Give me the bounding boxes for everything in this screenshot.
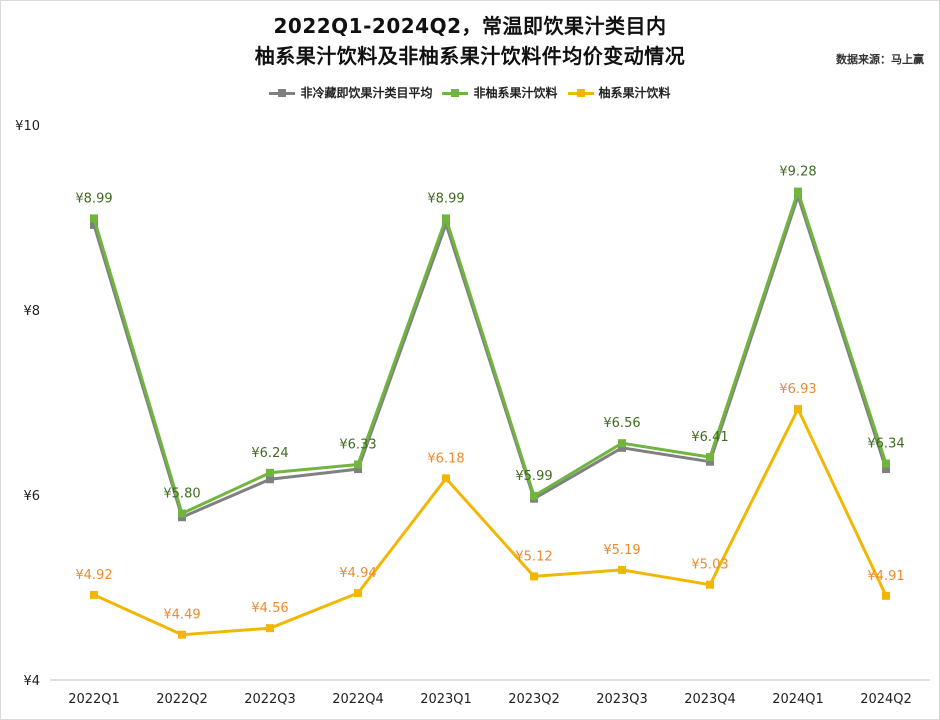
series-line-non_citrus <box>92 190 888 515</box>
legend-label-non-citrus: 非柚系果汁饮料 <box>473 86 558 100</box>
data-point-non_citrus <box>618 439 626 448</box>
data-point-non_citrus <box>90 214 98 223</box>
data-point-avg <box>882 465 890 474</box>
data-point-non_citrus <box>882 459 890 468</box>
x-tick-label: 2022Q1 <box>68 692 120 707</box>
data-point-non_citrus <box>794 187 802 196</box>
data-point-citrus <box>882 591 890 600</box>
legend-item-avg: 非冷藏即饮果汁类目平均 <box>269 84 432 101</box>
data-point-citrus <box>442 474 450 483</box>
data-point-non_citrus <box>706 453 714 462</box>
data-label-non-citrus: ¥5.99 <box>515 469 552 484</box>
data-label-citrus: ¥6.93 <box>779 382 816 397</box>
data-label-citrus: ¥5.03 <box>691 558 728 573</box>
data-source-note: 数据来源：马上赢 <box>836 53 924 66</box>
y-tick-label: ¥8 <box>23 304 40 319</box>
data-point-citrus <box>266 624 274 633</box>
x-tick-label: 2024Q2 <box>860 692 912 707</box>
data-point-avg <box>354 465 362 474</box>
data-point-citrus <box>530 572 538 581</box>
y-tick-label: ¥6 <box>23 489 40 504</box>
x-tick-label: 2023Q2 <box>508 692 560 707</box>
x-tick-label: 2023Q3 <box>596 692 648 707</box>
data-point-non_citrus <box>178 509 186 518</box>
x-tick-label: 2022Q4 <box>332 692 384 707</box>
legend-swatch-citrus <box>567 87 594 99</box>
data-point-non_citrus <box>354 460 362 469</box>
data-point-citrus <box>706 580 714 589</box>
data-point-citrus <box>178 630 186 639</box>
data-label-citrus: ¥4.92 <box>75 568 112 583</box>
data-label-non-citrus: ¥9.28 <box>779 165 816 180</box>
data-label-non-citrus: ¥6.34 <box>867 437 904 452</box>
data-point-avg <box>266 475 274 484</box>
legend-swatch-non-citrus <box>442 87 469 99</box>
chart-title-line1: 2022Q1-2024Q2，常温即饮果汁类目内 <box>273 14 667 38</box>
data-point-non_citrus <box>266 468 274 477</box>
chart-title-line2: 柚系果汁饮料及非柚系果汁饮料件均价变动情况 <box>254 44 686 68</box>
data-label-non-citrus: ¥6.33 <box>339 437 376 452</box>
data-point-avg <box>442 219 450 228</box>
data-label-citrus: ¥5.19 <box>603 543 640 558</box>
data-label-citrus: ¥4.94 <box>339 566 376 581</box>
data-label-non-citrus: ¥6.24 <box>251 446 288 461</box>
data-point-avg <box>706 457 714 466</box>
x-tick-label: 2022Q3 <box>244 692 296 707</box>
data-point-non_citrus <box>530 491 538 500</box>
x-tick-label: 2022Q2 <box>156 692 208 707</box>
data-label-citrus: ¥6.18 <box>427 451 464 466</box>
legend-swatch-avg <box>269 87 296 99</box>
y-tick-label: ¥10 <box>15 119 40 134</box>
data-point-citrus <box>794 404 802 413</box>
legend-item-non-citrus: 非柚系果汁饮料 <box>442 84 558 101</box>
legend-label-avg: 非冷藏即饮果汁类目平均 <box>300 86 433 100</box>
legend-label-citrus: 柚系果汁饮料 <box>598 86 671 100</box>
x-tick-label: 2023Q4 <box>684 692 736 707</box>
chart-legend: 非冷藏即饮果汁类目平均 非柚系果汁饮料 柚系果汁饮料 <box>0 84 940 101</box>
data-label-citrus: ¥4.49 <box>163 608 200 623</box>
legend-item-citrus: 柚系果汁饮料 <box>567 84 671 101</box>
data-point-non_citrus <box>442 214 450 223</box>
data-point-citrus <box>90 590 98 599</box>
data-label-non-citrus: ¥6.56 <box>603 416 640 431</box>
data-label-citrus: ¥4.91 <box>867 569 904 584</box>
data-label-non-citrus: ¥8.99 <box>75 191 112 206</box>
y-tick-label: ¥4 <box>23 674 40 689</box>
x-tick-label: 2024Q1 <box>772 692 824 707</box>
data-point-avg <box>618 443 626 452</box>
series-line-citrus <box>93 407 888 637</box>
data-label-non-citrus: ¥6.41 <box>691 430 728 445</box>
data-label-non-citrus: ¥8.99 <box>427 191 464 206</box>
data-label-citrus: ¥5.12 <box>515 549 552 564</box>
data-label-non-citrus: ¥5.80 <box>163 487 200 502</box>
data-point-avg <box>90 220 98 229</box>
data-point-citrus <box>354 589 362 598</box>
data-point-citrus <box>618 565 626 574</box>
data-label-citrus: ¥4.56 <box>251 601 288 616</box>
x-tick-label: 2023Q1 <box>420 692 472 707</box>
